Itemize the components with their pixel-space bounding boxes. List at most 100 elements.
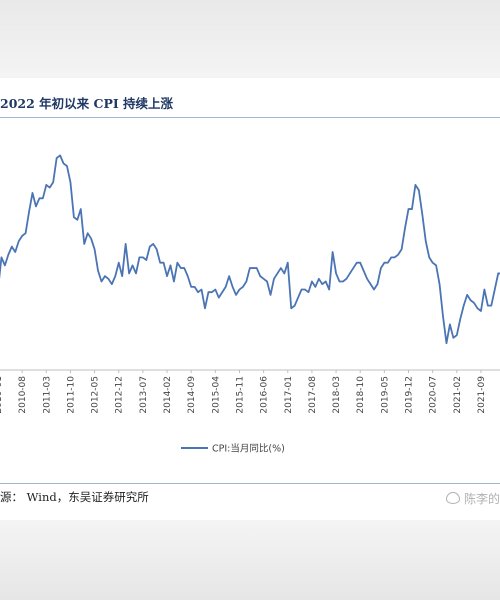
data-point — [342, 280, 344, 283]
x-tick-label: 2012-12 — [115, 376, 125, 414]
data-point — [169, 264, 172, 266]
data-point — [369, 283, 372, 285]
data-point — [418, 189, 420, 191]
data-point — [269, 294, 272, 296]
data-point — [238, 288, 241, 291]
x-tick-label: 2017-01 — [284, 376, 294, 414]
data-point — [187, 275, 189, 277]
watermark: 陈李的 — [445, 489, 500, 507]
data-point — [145, 259, 147, 261]
data-point — [438, 283, 441, 285]
data-point — [276, 272, 279, 275]
data-point — [149, 246, 151, 248]
x-tick-label: 2015-11 — [235, 376, 245, 414]
data-point — [49, 187, 51, 189]
data-point — [42, 197, 44, 199]
data-point — [283, 272, 285, 275]
cpi-line-chart: 2010-01 2010-08 2011-03 2011-10 2012-05 2012-… — [0, 154, 500, 455]
data-point — [73, 216, 75, 218]
data-point — [118, 262, 120, 264]
data-point — [242, 286, 244, 288]
data-point — [162, 262, 165, 264]
data-point — [414, 184, 417, 186]
data-point — [152, 243, 154, 245]
data-point — [135, 272, 137, 275]
data-point — [235, 294, 237, 296]
data-point — [380, 267, 382, 269]
data-point — [125, 243, 127, 245]
x-tick-label: 2018-03 — [332, 376, 342, 414]
x-tick-label: 2015-04 — [211, 376, 221, 414]
data-point — [373, 288, 375, 291]
data-point — [245, 280, 247, 283]
data-point — [490, 305, 492, 307]
data-point — [466, 294, 468, 296]
x-tick-label: 2021-02 — [453, 376, 463, 414]
data-point — [69, 181, 72, 183]
source-note: 源： Wind，东吴证券研究所 — [0, 490, 149, 504]
chart-card — [0, 78, 500, 520]
data-point — [21, 235, 23, 237]
data-point — [314, 286, 316, 288]
data-point — [390, 256, 392, 258]
blurred-top-background — [0, 0, 500, 78]
data-point — [280, 267, 282, 269]
data-point — [121, 275, 123, 277]
data-point — [366, 278, 368, 280]
data-point — [411, 208, 413, 210]
data-point — [356, 262, 358, 264]
x-tick-labels: 2010-01 2010-08 2011-03 2011-10 2012-05 2012-… — [0, 370, 487, 414]
watermark-text: 陈李的 — [463, 491, 500, 506]
data-point — [263, 278, 265, 280]
data-point — [383, 262, 385, 264]
data-point — [159, 262, 161, 264]
data-point — [228, 275, 230, 277]
data-point — [176, 262, 178, 264]
data-point — [287, 262, 289, 264]
data-point — [100, 280, 103, 283]
data-point — [421, 213, 423, 216]
data-point — [480, 310, 482, 312]
data-point — [445, 342, 448, 344]
x-tick-label: 2014-09 — [187, 376, 197, 414]
x-tick-label: 2011-10 — [66, 376, 76, 414]
data-point — [470, 299, 472, 301]
data-point — [211, 291, 213, 293]
data-point — [473, 302, 475, 304]
data-point — [376, 283, 379, 285]
x-tick-label: 2013-07 — [139, 376, 149, 414]
title-divider — [0, 117, 500, 118]
x-tick-label: 2021-09 — [477, 376, 487, 414]
data-point — [214, 288, 216, 291]
data-point — [142, 256, 144, 258]
data-point — [0, 256, 3, 258]
data-point — [476, 307, 479, 309]
data-point — [463, 305, 465, 307]
data-point — [449, 323, 451, 325]
data-point — [335, 272, 337, 275]
series-line-cpi — [0, 154, 500, 345]
wechat-icon — [445, 492, 460, 504]
data-point — [197, 291, 199, 293]
data-point — [31, 192, 34, 194]
x-tick-label: 2010-01 — [0, 376, 4, 414]
data-point — [93, 248, 96, 250]
data-point — [200, 288, 203, 291]
data-point — [190, 286, 192, 288]
x-tick-label: 2020-07 — [429, 376, 439, 414]
data-point — [90, 237, 92, 240]
data-point — [231, 286, 234, 288]
data-point — [401, 248, 403, 250]
data-point — [249, 267, 251, 269]
data-point — [18, 240, 20, 242]
data-point — [56, 157, 58, 159]
data-point — [62, 162, 65, 165]
data-point — [45, 184, 47, 186]
data-point — [59, 154, 61, 157]
data-point — [76, 219, 78, 221]
data-point — [28, 211, 30, 213]
data-point — [83, 243, 85, 245]
data-point — [483, 288, 485, 291]
data-point — [80, 208, 82, 210]
data-point — [294, 305, 296, 307]
